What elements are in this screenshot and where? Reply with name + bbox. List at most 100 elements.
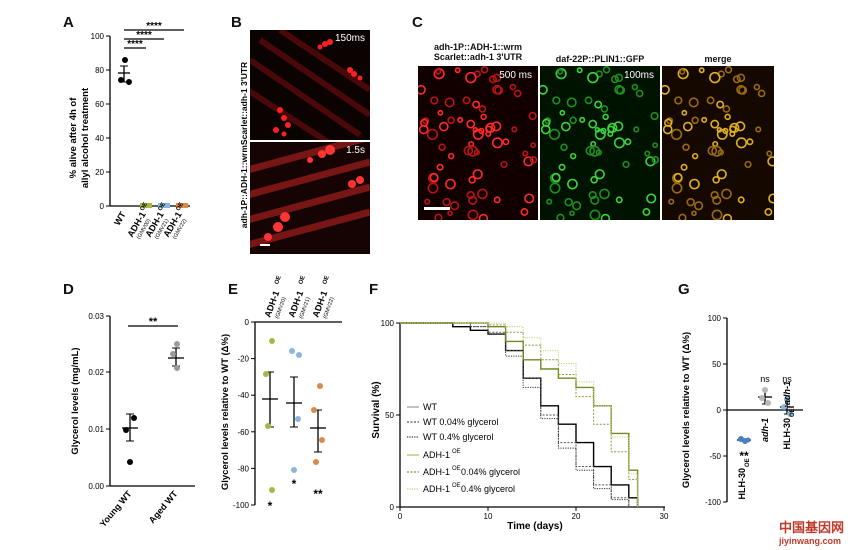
cell-blob xyxy=(472,128,484,140)
panel-e-yticks: 0 -20 -40 -60 -80 -100 xyxy=(233,318,255,510)
cell-blob xyxy=(642,208,651,216)
cell-blob xyxy=(472,169,483,180)
legend-item-wt: WT xyxy=(407,402,437,412)
cell-blob xyxy=(587,71,599,84)
svg-text:-50: -50 xyxy=(709,452,721,461)
cell-blob xyxy=(724,113,731,121)
cell-blob xyxy=(442,197,451,207)
panel-b-top-exposure: 150ms xyxy=(334,33,365,44)
cell-blob xyxy=(607,130,614,138)
panel-c-red-label: adh-1P::ADH-1::wrm Scarlet::adh-1 3'UTR xyxy=(433,42,523,62)
cell-blob xyxy=(711,209,723,220)
panel-d-young-points xyxy=(122,413,138,465)
cell-blob xyxy=(706,96,715,105)
svg-text:ADH-1: ADH-1 xyxy=(423,467,450,477)
cell-blob xyxy=(594,100,603,109)
cell-blob xyxy=(744,160,752,169)
svg-text:20: 20 xyxy=(572,512,581,521)
panel-f-xticks: 0 10 20 30 xyxy=(398,507,669,521)
ytick: 80 xyxy=(95,66,104,75)
panel-f-legend: WT WT 0.04% glycerol WT 0.4% glycerol AD… xyxy=(407,402,520,494)
panel-a-wt-points xyxy=(118,57,132,85)
svg-text:OE: OE xyxy=(745,458,751,467)
cell-blob xyxy=(613,137,625,149)
data-point xyxy=(289,348,295,354)
data-point xyxy=(118,77,124,83)
svg-text:10: 10 xyxy=(484,512,493,521)
cell-blob xyxy=(468,175,476,184)
cell-blob xyxy=(546,198,553,205)
ytick: 40 xyxy=(95,134,104,143)
cell-blob xyxy=(610,75,619,84)
cell-blob xyxy=(513,89,522,98)
svg-text:0: 0 xyxy=(390,503,395,512)
cell-blob xyxy=(679,68,686,75)
data-point xyxy=(174,341,180,347)
cell-blob xyxy=(766,150,773,157)
cell-blob xyxy=(579,116,586,123)
cell-blob xyxy=(691,116,699,125)
cell-blob xyxy=(420,118,429,128)
cell-blob xyxy=(686,197,695,207)
svg-text:-80: -80 xyxy=(237,464,249,473)
cell-blob xyxy=(722,127,729,135)
svg-text:0.00: 0.00 xyxy=(88,482,104,491)
legend-item-oe: ADH-1 OE xyxy=(407,449,461,460)
svg-text:HLH-30: HLH-30 xyxy=(782,418,792,450)
svg-text:-100: -100 xyxy=(233,501,250,510)
cell-blob xyxy=(757,89,766,98)
svg-text:0.02: 0.02 xyxy=(88,368,104,377)
cell-blob xyxy=(467,145,479,157)
cell-blob xyxy=(462,96,471,105)
survival-curve xyxy=(400,322,639,507)
cell-blob xyxy=(584,96,593,105)
cell-blob xyxy=(599,188,610,200)
svg-text:100: 100 xyxy=(708,314,722,323)
cell-blob xyxy=(622,160,630,169)
panel-e-chart: Glycerol levels relative to WT (Δ%) 0 -2… xyxy=(220,275,342,513)
cell-blob xyxy=(468,195,478,205)
svg-text:-20: -20 xyxy=(237,355,249,364)
cell-blob xyxy=(602,66,611,74)
cell-blob xyxy=(576,67,583,74)
panel-f-ylabel: Survival (%) xyxy=(371,381,382,438)
cell-blob xyxy=(491,137,503,149)
panel-g-group-3 xyxy=(780,396,794,417)
cell-blob xyxy=(588,119,598,129)
cell-blob xyxy=(438,143,446,152)
cell-blob xyxy=(746,138,754,146)
panel-e-sig-1: * xyxy=(268,499,273,513)
panel-d-xlabel-aged: Aged WT xyxy=(147,488,180,525)
cell-blob xyxy=(600,213,611,220)
cell-blob xyxy=(650,111,659,121)
cell-blob xyxy=(732,75,741,84)
panel-g-yticks: 100 50 0 -50 -100 xyxy=(705,314,727,507)
svg-text:;adh-1: ;adh-1 xyxy=(782,381,792,408)
cell-blob xyxy=(528,111,537,121)
cell-blob xyxy=(445,178,456,190)
panel-e-group-2 xyxy=(286,348,302,473)
cell-blob xyxy=(585,145,596,156)
cell-blob xyxy=(724,66,733,74)
cell-blob xyxy=(438,121,449,132)
data-point xyxy=(317,383,323,389)
panel-c-merge-label: merge xyxy=(704,54,732,64)
svg-text:OE: OE xyxy=(452,466,461,472)
cell-blob xyxy=(467,209,479,220)
cell-blob xyxy=(735,137,747,149)
cell-blob xyxy=(493,196,501,204)
cell-blob xyxy=(691,152,699,160)
ytick: 60 xyxy=(95,100,104,109)
cell-blob xyxy=(594,169,605,180)
cell-blob xyxy=(712,195,722,205)
data-point xyxy=(158,203,170,208)
cell-blob xyxy=(557,68,564,75)
data-point xyxy=(784,396,790,402)
cell-blob xyxy=(492,84,502,95)
cell-blob xyxy=(491,121,502,132)
cell-blob xyxy=(594,128,606,140)
data-point xyxy=(311,407,317,413)
panel-d-yticks: 0.00 0.01 0.02 0.03 xyxy=(88,312,110,491)
svg-text:100: 100 xyxy=(381,319,395,328)
panel-a-ylabel: % alive after 4h of xyxy=(68,97,79,179)
